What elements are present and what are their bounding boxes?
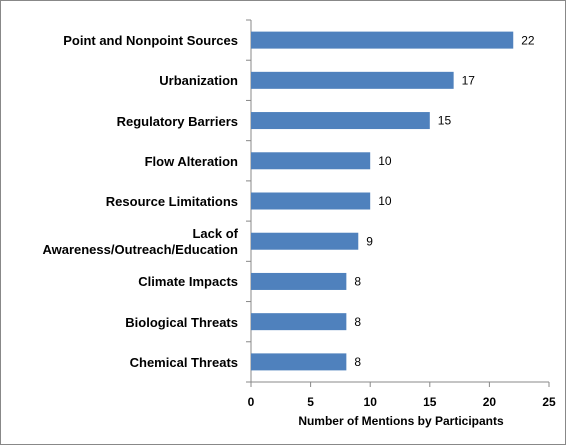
y-tick-label: Lack of Awareness/Outreach/Education [42,226,238,258]
value-label: 22 [521,33,535,47]
x-tick-label: 0 [248,395,255,409]
value-label: 15 [438,114,452,128]
x-tick-label: 5 [307,395,314,409]
y-tick-label: Point and Nonpoint Sources [63,33,238,49]
bar [251,31,514,49]
value-label: 8 [354,315,361,329]
x-tick-label: 25 [542,395,556,409]
y-tick-label: Resource Limitations [105,194,238,209]
x-axis-title: Number of Mentions by Participants [298,414,504,428]
value-label: 8 [354,355,361,369]
bar [251,272,347,290]
x-tick-label: 15 [423,395,437,409]
bar [251,353,347,371]
bar [251,71,454,89]
x-tick-label: 10 [364,395,378,409]
bar [251,232,359,250]
bar [251,152,371,170]
value-label: 17 [462,74,476,88]
y-tick-label: Flow Alteration [144,153,238,169]
y-tick-label: Regulatory Barriers [116,113,238,129]
y-tick-label: Urbanization [159,73,238,89]
value-label: 10 [378,194,392,208]
value-label: 9 [366,234,373,248]
bar [251,112,430,130]
value-label: 8 [354,275,361,289]
bar [251,192,371,210]
x-tick-label: 20 [483,395,497,409]
value-label: 10 [378,154,392,168]
bar [251,313,347,331]
y-tick-label: Climate Impacts [138,274,238,290]
y-tick-label: Chemical Threats [129,354,238,370]
y-tick-label: Biological Threats [125,314,238,330]
